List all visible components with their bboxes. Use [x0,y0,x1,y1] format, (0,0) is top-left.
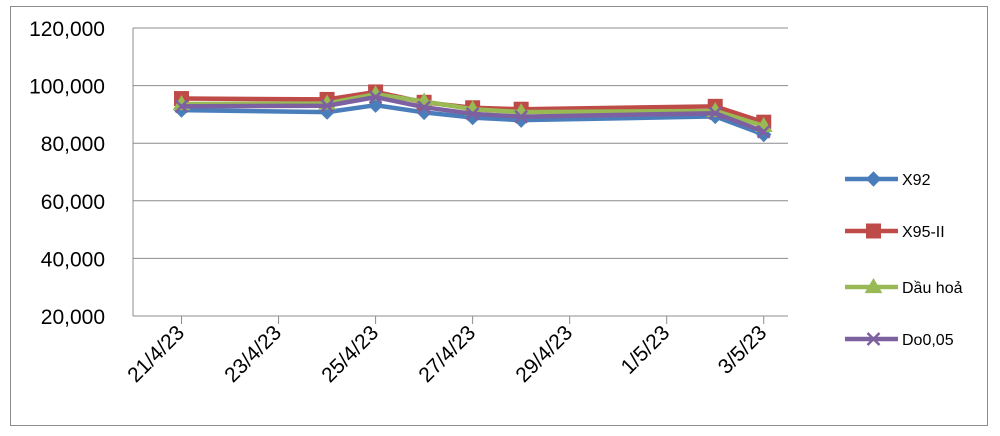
legend-label: Dầu hoả [902,280,963,297]
x-tick-label: 3/5/23 [714,321,772,379]
y-tick-label: 120,000 [29,18,105,41]
legend-label: X95-II [902,224,945,241]
legend-swatch-marker [866,223,881,239]
series-3-point [174,99,189,114]
x-tick-label: 1/5/23 [617,321,675,379]
x-tick-label: 27/4/23 [414,321,480,387]
x-tick-label: 25/4/23 [317,321,383,387]
series-3-point [465,106,480,121]
y-tick-label: 40,000 [41,248,105,271]
legend-label: Do0,05 [902,332,954,349]
series-3-point [708,106,723,121]
legend-swatch-marker [864,278,883,294]
legend-swatch-marker [865,171,882,187]
series-layer [172,84,773,143]
series-line-2 [181,91,765,129]
series-line-3 [181,94,765,134]
y-tick-label: 80,000 [41,133,105,156]
legend: X92 X95-II Dầu hoả Do0,05 [845,171,963,349]
x-marker-stroke [417,100,431,115]
series-3-point [320,98,334,113]
series-3-point [514,109,529,124]
legend-item-1: X95-II [845,223,945,241]
legend-swatch-marker [866,332,881,346]
x-tick-label: 21/4/23 [123,321,189,387]
x-tick-label: 23/4/23 [220,321,286,387]
axis-layer: 20,000 40,000 60,000 80,000 100,000 120,000 21… [29,18,788,387]
grid-layer [133,27,788,317]
legend-item-2: Dầu hoả [845,278,963,297]
x-marker-stroke [368,90,383,105]
series-3 [174,90,771,139]
series-3-point [417,100,431,115]
x-marker-stroke [174,99,189,114]
legend-item-3: Do0,05 [845,332,954,349]
y-tick-label: 60,000 [41,191,105,214]
x-marker-stroke [320,98,334,113]
series-line-0 [181,102,765,137]
chart-frame [10,6,988,426]
y-tick-label: 100,000 [29,76,105,99]
x-tick-label: 29/4/23 [511,321,577,387]
x-marker-stroke [866,332,881,346]
x-marker-stroke [708,106,723,121]
x-marker-stroke [514,109,529,124]
legend-item-0: X92 [845,171,931,189]
x-marker-stroke [465,106,480,121]
legend-label: X92 [902,172,931,189]
x-marker-stroke [756,124,771,139]
series-3-point [368,90,383,105]
series-3-point [756,124,771,139]
y-tick-label: 20,000 [41,306,105,329]
